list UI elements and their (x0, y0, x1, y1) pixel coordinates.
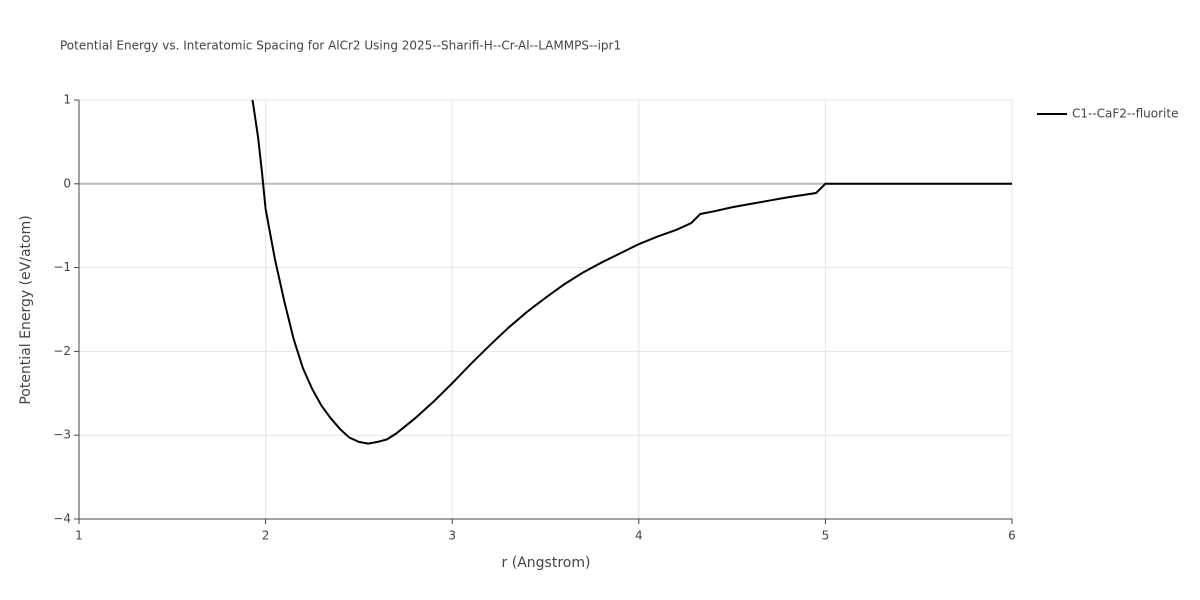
y-tick-label: 1 (63, 93, 71, 107)
x-axis-label: r (Angstrom) (502, 555, 591, 571)
line (251, 99, 1012, 445)
x-tick-label: 6 (1008, 529, 1016, 543)
y-tick-label: −1 (53, 260, 71, 274)
x-tick-label: 1 (75, 529, 83, 543)
x-tick-label: 4 (635, 529, 643, 543)
y-axis-label: Potential Energy (eV/atom) (18, 215, 34, 404)
x-tick-label: 2 (262, 529, 270, 543)
y-tick-label: −3 (53, 428, 71, 442)
x-tick-label: 3 (448, 529, 456, 543)
chart-title: Potential Energy vs. Interatomic Spacing… (60, 39, 621, 53)
y-tick-label: −4 (53, 512, 71, 526)
x-tick-label: 5 (822, 529, 830, 543)
legend-label: C1--CaF2--fluorite (1072, 107, 1178, 121)
y-tick-label: −2 (53, 344, 71, 358)
y-tick-label: 0 (63, 176, 71, 190)
